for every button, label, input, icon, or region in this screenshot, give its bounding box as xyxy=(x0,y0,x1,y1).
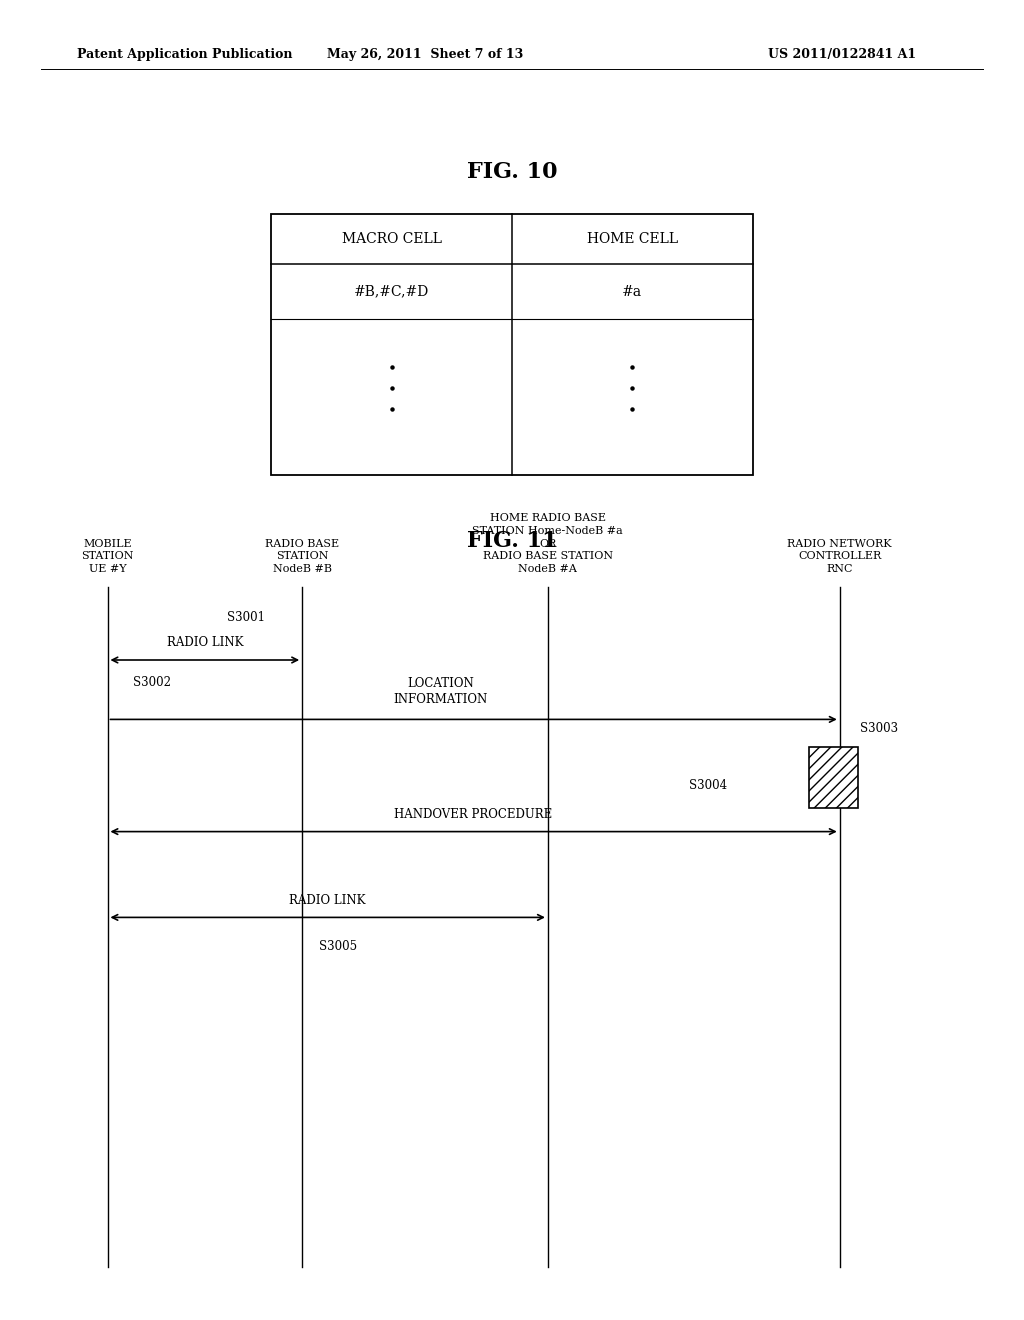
Bar xyxy=(809,747,858,808)
Text: S3004: S3004 xyxy=(689,779,727,792)
Text: MACRO CELL: MACRO CELL xyxy=(342,232,441,246)
Text: RADIO BASE
STATION
NodeB #B: RADIO BASE STATION NodeB #B xyxy=(265,539,339,574)
Text: S3002: S3002 xyxy=(133,676,171,689)
Text: S3005: S3005 xyxy=(318,940,357,953)
Text: RADIO NETWORK
CONTROLLER
RNC: RADIO NETWORK CONTROLLER RNC xyxy=(787,539,892,574)
Text: S3001: S3001 xyxy=(226,611,265,624)
Text: Patent Application Publication: Patent Application Publication xyxy=(77,48,292,61)
Text: RADIO LINK: RADIO LINK xyxy=(290,894,366,907)
Text: US 2011/0122841 A1: US 2011/0122841 A1 xyxy=(768,48,916,61)
Text: S3003: S3003 xyxy=(860,722,898,735)
Text: RADIO LINK: RADIO LINK xyxy=(167,636,243,649)
Text: FIG. 10: FIG. 10 xyxy=(467,161,557,182)
Text: FIG. 11: FIG. 11 xyxy=(467,531,557,552)
Text: #a: #a xyxy=(623,285,642,298)
Text: HOME CELL: HOME CELL xyxy=(587,232,678,246)
Text: MOBILE
STATION
UE #Y: MOBILE STATION UE #Y xyxy=(81,539,134,574)
Text: May 26, 2011  Sheet 7 of 13: May 26, 2011 Sheet 7 of 13 xyxy=(327,48,523,61)
Bar xyxy=(271,214,753,475)
Text: LOCATION
INFORMATION: LOCATION INFORMATION xyxy=(393,677,487,706)
Text: #B,#C,#D: #B,#C,#D xyxy=(354,285,429,298)
Text: HANDOVER PROCEDURE: HANDOVER PROCEDURE xyxy=(394,808,553,821)
Text: HOME RADIO BASE
STATION Home-NodeB #a
OR
RADIO BASE STATION
NodeB #A: HOME RADIO BASE STATION Home-NodeB #a OR… xyxy=(472,513,624,574)
